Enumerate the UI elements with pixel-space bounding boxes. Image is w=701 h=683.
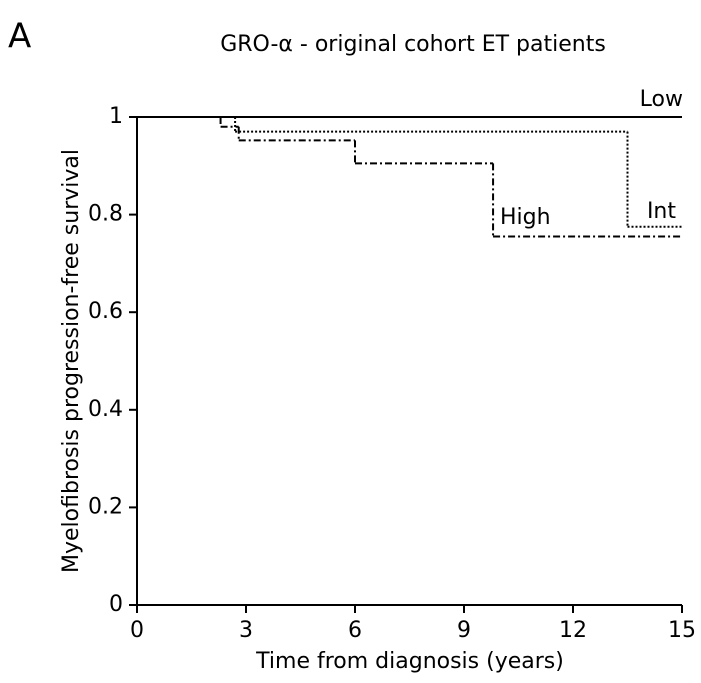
chart-title: GRO-α - original cohort ET patients — [220, 32, 606, 57]
y-tick-label: 0.8 — [88, 202, 123, 227]
y-tick-label: 1 — [109, 104, 123, 129]
y-tick-label: 0.6 — [88, 299, 123, 324]
x-tick-label: 3 — [239, 618, 253, 643]
x-tick-label: 15 — [668, 618, 696, 643]
x-axis-label: Time from diagnosis (years) — [255, 649, 564, 674]
series-label: High — [500, 205, 551, 230]
x-tick-label: 9 — [457, 618, 471, 643]
x-tick-label: 12 — [559, 618, 587, 643]
series-label: Low — [640, 87, 683, 112]
y-tick-label: 0 — [109, 592, 123, 617]
x-tick-label: 6 — [348, 618, 362, 643]
y-axis-label: Myelofibrosis progression-free survival — [59, 149, 84, 573]
series-label: Int — [647, 199, 676, 224]
x-tick-label: 0 — [130, 618, 144, 643]
y-tick-label: 0.2 — [88, 494, 123, 519]
y-tick-label: 0.4 — [88, 397, 123, 422]
panel-label: A — [8, 17, 31, 57]
